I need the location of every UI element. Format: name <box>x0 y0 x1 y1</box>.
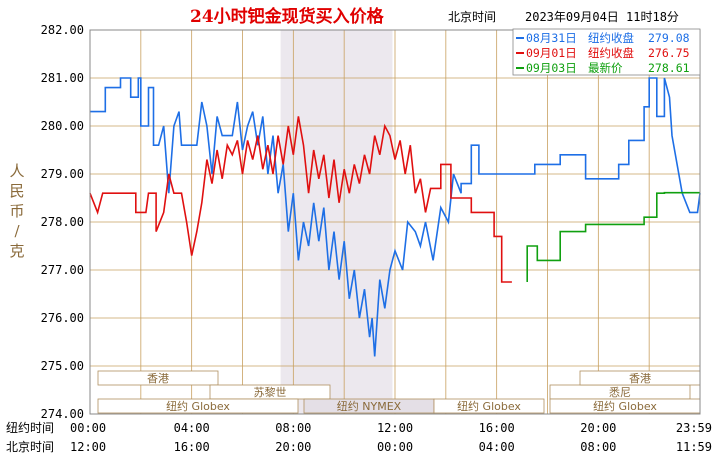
x-tick-label-ny: 12:00 <box>377 421 413 435</box>
legend-box <box>512 28 701 76</box>
legend-value: 278.61 <box>648 61 690 75</box>
y-tick-label: 278.00 <box>41 215 84 229</box>
session-label: 纽约 NYMEX <box>337 399 402 413</box>
session-label: 纽约 Globex <box>593 399 657 413</box>
y-tick-labels: 274.00 275.00 276.00 277.00 278.00 279.00 280.… <box>41 23 84 421</box>
series-lines <box>89 77 701 357</box>
x-tick-label-bj: 08:00 <box>580 440 616 454</box>
y-tick-label: 275.00 <box>41 359 84 373</box>
session-label: 香港 <box>629 372 651 385</box>
x-tick-label-ny: 00:00 <box>70 421 106 435</box>
plot-frame <box>89 29 701 415</box>
session-label: 苏黎世 <box>254 385 287 399</box>
timestamp: 2023年09月04日 11时18分 <box>525 10 679 24</box>
x-tick-labels: 00:00 04:00 08:00 12:00 16:00 20:00 23:59 12:00… <box>70 421 712 454</box>
legend-date: 09月01日 <box>526 46 577 60</box>
y-axis-label-char: 民 <box>9 182 24 200</box>
session-box <box>433 398 545 414</box>
x-tick-label-ny: 20:00 <box>580 421 616 435</box>
session-box <box>97 370 219 386</box>
session-box <box>97 398 299 414</box>
x-tick-label-ny: 16:00 <box>479 421 515 435</box>
legend: 08月31日 纽约收盘 279.08 09月01日 纽约收盘 276.75 09月03日 最新… <box>512 28 701 76</box>
y-tick-label: 281.00 <box>41 71 84 85</box>
y-tick-label: 274.00 <box>41 407 84 421</box>
legend-desc: 纽约收盘 <box>588 31 634 45</box>
session-label: 纽约 Globex <box>457 399 521 413</box>
timezone-label: 北京时间 <box>448 10 496 24</box>
y-tick-label: 276.00 <box>41 311 84 325</box>
y-axis-label-char: 人 <box>9 162 24 180</box>
session-label: 纽约 Globex <box>166 399 230 413</box>
legend-value: 279.08 <box>648 31 690 45</box>
y-tick-label: 280.00 <box>41 119 84 133</box>
y-axis-label-char: 币 <box>9 202 24 220</box>
x-tick-label-bj: 16:00 <box>174 440 210 454</box>
y-tick-label: 279.00 <box>41 167 84 181</box>
bj-time-row-label: 北京时间 <box>6 440 54 454</box>
legend-desc: 最新价 <box>588 61 623 75</box>
x-tick-label-ny: 23:59 <box>676 421 712 435</box>
y-axis-label-char: 克 <box>9 242 24 260</box>
x-tick-label-bj: 11:59 <box>676 440 712 454</box>
y-axis-label-char: / <box>14 222 20 240</box>
y-axis-label: 人民币 / 克 <box>9 162 24 260</box>
chart-title: 24小时钯金现货买入价格 <box>190 6 385 27</box>
x-tick-label-bj: 12:00 <box>70 440 106 454</box>
legend-value: 276.75 <box>648 46 690 60</box>
session-label: 悉尼 <box>609 386 631 399</box>
series-line <box>526 191 700 282</box>
x-tick-label-ny: 08:00 <box>275 421 311 435</box>
y-tick-label: 282.00 <box>41 23 84 37</box>
series-line <box>89 116 512 283</box>
x-tick-label-bj: 00:00 <box>377 440 413 454</box>
y-tick-label: 277.00 <box>41 263 84 277</box>
series-line <box>90 77 701 357</box>
legend-date: 09月03日 <box>526 61 577 75</box>
legend-desc: 纽约收盘 <box>588 46 634 60</box>
x-tick-label-ny: 04:00 <box>174 421 210 435</box>
ny-time-row-label: 纽约时间 <box>6 420 54 435</box>
x-tick-label-bj: 04:00 <box>479 440 515 454</box>
session-label: 香港 <box>147 372 169 385</box>
legend-date: 08月31日 <box>526 31 577 45</box>
x-tick-label-bj: 20:00 <box>275 440 311 454</box>
